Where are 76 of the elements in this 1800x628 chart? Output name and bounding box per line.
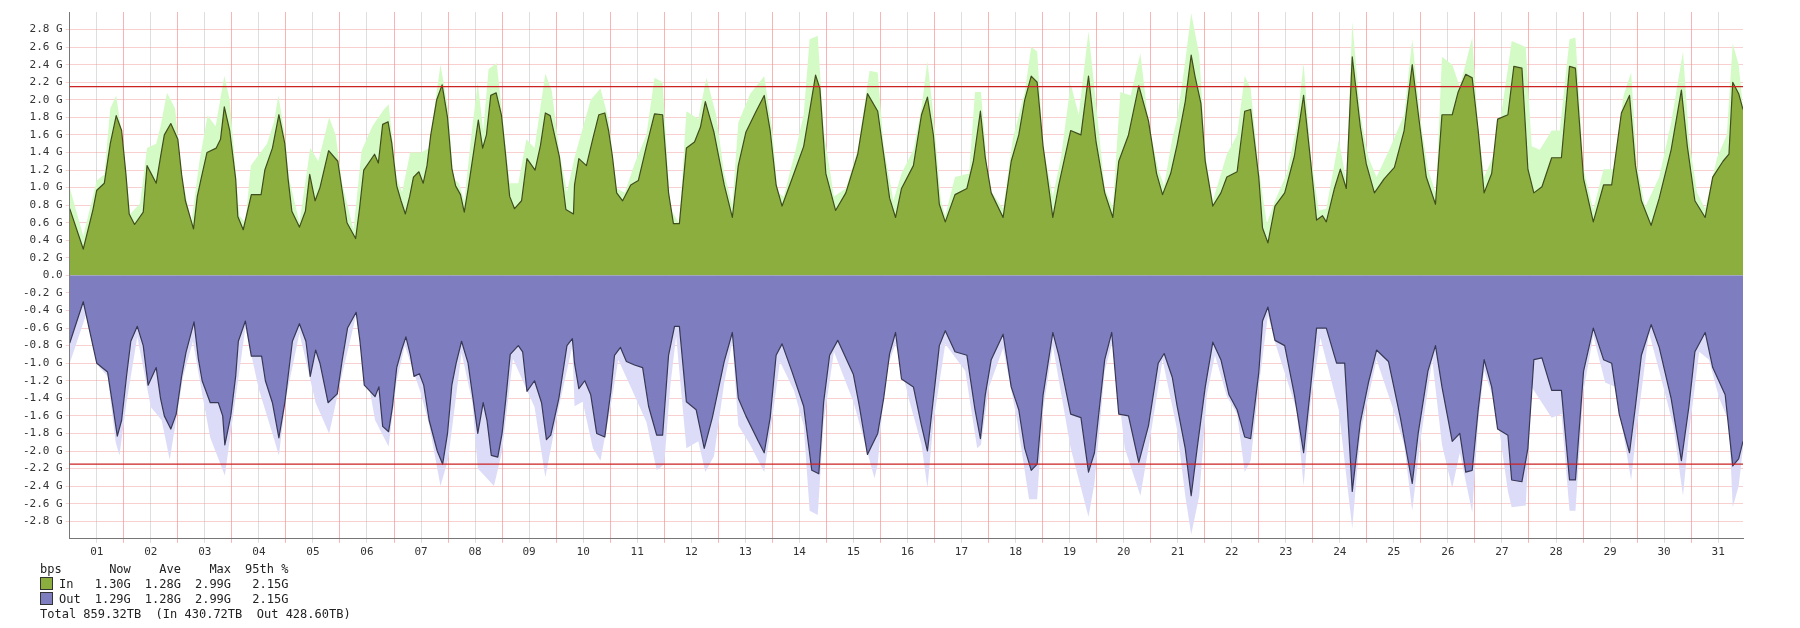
x-tick-label: 28: [1549, 545, 1563, 559]
x-tick-label: 09: [522, 545, 536, 559]
y-tick-label: 0.4 G: [29, 233, 63, 247]
text: 2.15G: [251, 592, 290, 607]
x-tick-label: 26: [1441, 545, 1455, 559]
text: 1.29G: [94, 592, 132, 607]
x-tick-label: 07: [414, 545, 428, 559]
x-tick-label: 24: [1333, 545, 1347, 559]
x-tick-label: 06: [360, 545, 374, 559]
y-tick-label: -0.8 G: [22, 338, 63, 352]
text: 2.99G: [194, 577, 233, 592]
x-tick-label: 08: [468, 545, 482, 559]
y-tick-label: 0.2 G: [29, 250, 63, 264]
x-tick-label: 02: [144, 545, 158, 559]
x-tick-label: 22: [1225, 545, 1239, 559]
text: 1.28G: [144, 592, 182, 607]
y-tick-label: 1.8 G: [29, 110, 63, 124]
y-tick-label: 2.6 G: [29, 39, 63, 53]
y-tick-label: -0.6 G: [22, 320, 63, 334]
legend-label: In: [58, 577, 74, 591]
x-tick-label: 01: [90, 545, 104, 559]
y-tick-label: 0.8 G: [29, 198, 63, 212]
legend-label: Out: [58, 592, 81, 606]
y-tick-label: 2.4 G: [29, 57, 63, 71]
x-tick-label: 23: [1279, 545, 1293, 559]
y-tick-label: 1.0 G: [29, 180, 63, 194]
x-tick-label: 25: [1387, 545, 1401, 559]
x-tick-label: 16: [900, 545, 915, 559]
x-tick-label: 18: [1008, 545, 1023, 559]
y-tick-label: 2.0 G: [29, 92, 63, 106]
x-tick-label: 14: [792, 545, 807, 559]
y-tick-label: -2.8 G: [22, 514, 63, 528]
x-tick-label: 19: [1062, 545, 1077, 559]
y-tick-label: 1.6 G: [29, 127, 63, 141]
x-tick-label: 03: [198, 545, 212, 559]
text: 2.99G: [194, 592, 233, 607]
y-tick-label: -2.2 G: [22, 461, 63, 475]
x-tick-label: 31: [1711, 545, 1725, 559]
y-tick-label: 1.4 G: [29, 145, 63, 159]
text: Total 859.32TB (In 430.72TB Out 428.60TB): [40, 607, 351, 621]
text: 95th %: [245, 562, 290, 577]
text: 1.30G: [94, 577, 132, 592]
x-tick-label: 13: [738, 545, 752, 559]
y-tick-label: 0.6 G: [29, 215, 63, 229]
y-tick-label: -1.8 G: [22, 426, 63, 440]
y-tick-label: -0.2 G: [22, 285, 63, 299]
text: 2.15G: [251, 577, 290, 592]
x-tick-label: 27: [1495, 545, 1509, 559]
x-tick-label: 17: [954, 545, 969, 559]
y-tick-label: -1.6 G: [22, 408, 63, 422]
y-tick-label: 2.8 G: [29, 22, 63, 36]
y-tick-label: -2.0 G: [22, 443, 63, 457]
y-tick-label: 1.2 G: [29, 162, 63, 176]
text: Now: [108, 562, 132, 577]
x-tick-label: 10: [576, 545, 590, 559]
x-tick-label: 12: [684, 545, 698, 559]
text: 1.28G: [144, 577, 182, 592]
y-tick-label: -2.6 G: [22, 496, 63, 510]
y-tick-label: -0.4 G: [22, 303, 63, 317]
text: Ave: [158, 562, 182, 577]
y-tick-label: 2.2 G: [29, 75, 63, 89]
x-tick-label: 20: [1117, 545, 1131, 559]
y-tick-label: 0.0: [42, 268, 63, 282]
y-tick-label: -1.2 G: [22, 373, 63, 387]
x-tick-label: 21: [1171, 545, 1185, 559]
x-tick-label: 15: [846, 545, 861, 559]
y-tick-label: -1.4 G: [22, 391, 63, 405]
x-tick-label: 05: [306, 545, 320, 559]
y-tick-label: -1.0 G: [22, 356, 63, 370]
x-tick-label: 11: [630, 545, 644, 559]
x-tick-label: 04: [252, 545, 266, 559]
text: bps: [40, 562, 63, 577]
x-tick-label: 29: [1603, 545, 1617, 559]
text: Max: [208, 562, 233, 577]
x-tick-label: 30: [1657, 545, 1671, 559]
y-tick-label: -2.4 G: [22, 478, 63, 492]
